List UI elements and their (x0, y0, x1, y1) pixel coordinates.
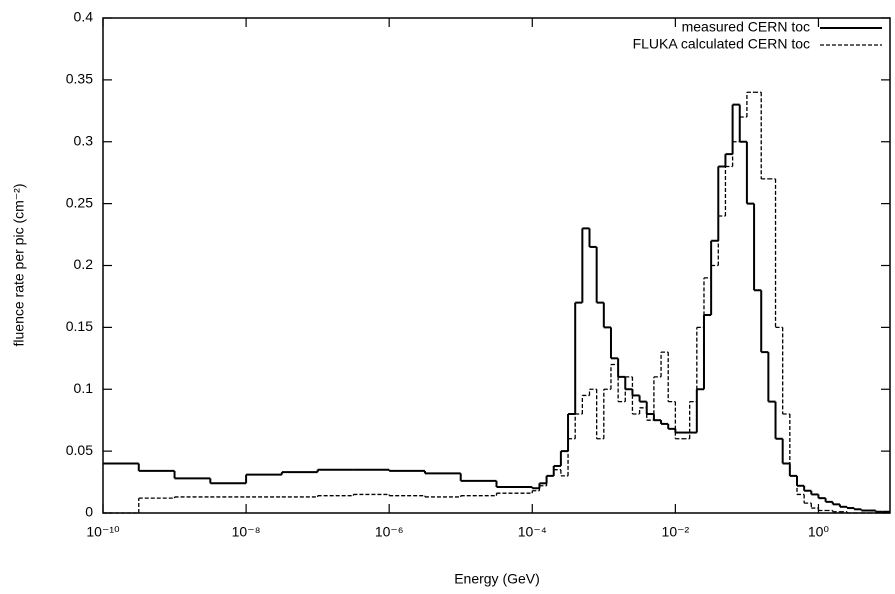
x-tick-label: 10⁻⁶ (375, 524, 404, 540)
y-tick-label: 0.3 (74, 132, 94, 148)
legend-label: FLUKA calculated CERN toc (633, 36, 810, 52)
y-tick-label: 0.05 (66, 442, 93, 458)
x-axis-label: Energy (GeV) (454, 571, 540, 587)
x-tick-label: 10⁻⁸ (232, 524, 261, 540)
y-tick-label: 0.25 (66, 194, 93, 210)
x-tick-label: 10⁻² (662, 524, 690, 540)
plot-frame (102, 17, 891, 514)
x-tick-label: 10⁻¹⁰ (86, 524, 120, 540)
y-tick-label: 0.35 (66, 71, 93, 87)
x-tick-label: 10⁻⁴ (518, 524, 547, 540)
y-tick-label: 0.1 (74, 380, 94, 396)
y-axis-label: fluence rate per pic (cm⁻²) (11, 184, 27, 347)
legend-label: measured CERN toc (682, 19, 810, 35)
y-tick-label: 0.15 (66, 318, 93, 334)
y-tick-label: 0.4 (74, 9, 94, 25)
x-tick-label: 10⁰ (808, 524, 830, 540)
y-tick-label: 0.2 (74, 256, 94, 272)
y-tick-label: 0 (85, 504, 93, 520)
